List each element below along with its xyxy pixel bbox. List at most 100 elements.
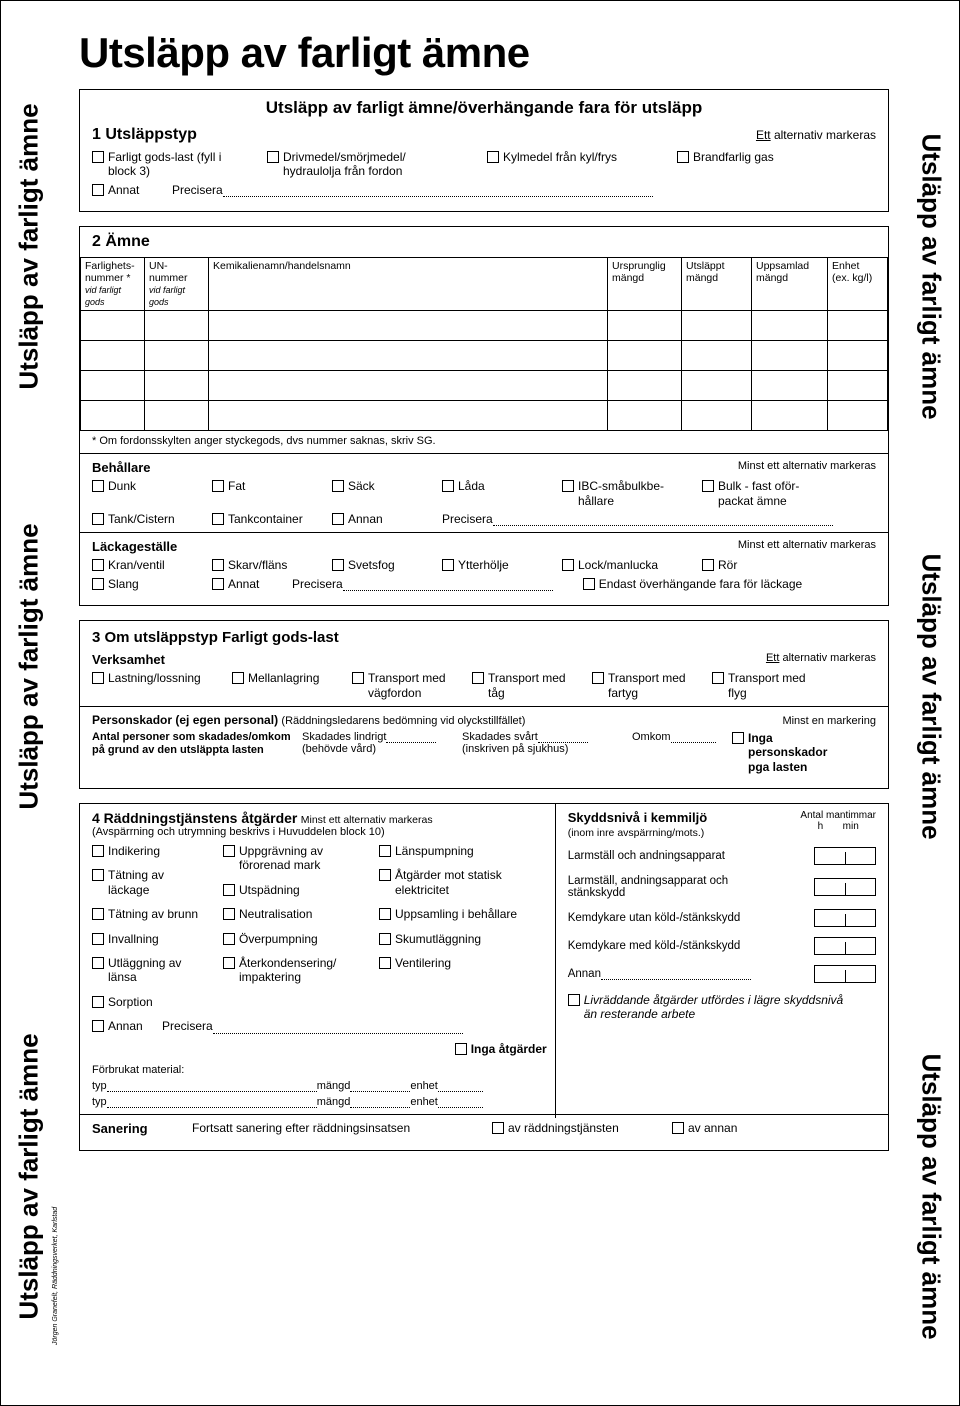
l: typ bbox=[92, 1096, 107, 1108]
col-header: Enhet (ex. kg/l) bbox=[828, 258, 888, 311]
checkbox[interactable] bbox=[732, 732, 744, 744]
checkbox[interactable] bbox=[223, 845, 235, 857]
col-header: UN- nummervid farligt gods bbox=[145, 258, 209, 311]
checkbox[interactable] bbox=[92, 908, 104, 920]
checkbox[interactable] bbox=[212, 578, 224, 590]
checkbox[interactable] bbox=[212, 513, 224, 525]
checkbox[interactable] bbox=[223, 908, 235, 920]
col-header: Utsläppt mängd bbox=[682, 258, 752, 311]
table-row[interactable] bbox=[81, 371, 888, 401]
checkbox[interactable] bbox=[702, 559, 714, 571]
opt-label: Drivmedel/smörjmedel/ hydraulolja från f… bbox=[283, 150, 463, 179]
checkbox[interactable] bbox=[379, 869, 391, 881]
checkbox[interactable] bbox=[92, 480, 104, 492]
checkbox[interactable] bbox=[223, 933, 235, 945]
checkbox[interactable] bbox=[442, 559, 454, 571]
fill-line[interactable] bbox=[493, 515, 833, 526]
checkbox[interactable] bbox=[562, 559, 574, 571]
checkbox[interactable] bbox=[379, 845, 391, 857]
checkbox[interactable] bbox=[712, 672, 724, 684]
checkbox[interactable] bbox=[223, 884, 235, 896]
checkbox[interactable] bbox=[492, 1122, 504, 1134]
checkbox[interactable] bbox=[583, 578, 595, 590]
fill-line[interactable] bbox=[107, 1081, 317, 1092]
checkbox[interactable] bbox=[472, 672, 484, 684]
checkbox[interactable] bbox=[568, 994, 580, 1006]
checkbox[interactable] bbox=[92, 184, 104, 196]
checkbox[interactable] bbox=[92, 513, 104, 525]
fill-line[interactable] bbox=[350, 1081, 410, 1092]
fill-line[interactable] bbox=[601, 969, 751, 980]
table-row[interactable] bbox=[81, 341, 888, 371]
checkbox[interactable] bbox=[92, 996, 104, 1008]
checkbox[interactable] bbox=[442, 480, 454, 492]
fill-line[interactable] bbox=[671, 732, 716, 743]
time-input[interactable] bbox=[814, 937, 876, 955]
checkbox[interactable] bbox=[212, 480, 224, 492]
h: Uppsamlad mängd bbox=[756, 260, 809, 284]
verksamhet-heading: Verksamhet Ett alternativ markeras bbox=[92, 652, 876, 667]
checkbox[interactable] bbox=[379, 933, 391, 945]
checkbox[interactable] bbox=[672, 1122, 684, 1134]
checkbox[interactable] bbox=[379, 957, 391, 969]
time-input[interactable] bbox=[814, 847, 876, 865]
checkbox[interactable] bbox=[92, 559, 104, 571]
fill-line[interactable] bbox=[343, 580, 553, 591]
checkbox[interactable] bbox=[332, 480, 344, 492]
fill-line[interactable] bbox=[438, 1081, 483, 1092]
checkbox[interactable] bbox=[455, 1043, 467, 1055]
fill-line[interactable] bbox=[538, 732, 588, 743]
inga-atgarder: Inga åtgärder bbox=[92, 1042, 547, 1056]
opt-label: Fat bbox=[228, 479, 245, 493]
fill-line[interactable] bbox=[350, 1097, 410, 1108]
checkbox[interactable] bbox=[332, 559, 344, 571]
fill-line[interactable] bbox=[438, 1097, 483, 1108]
block4-heading-row: 4 Räddningstjänstens åtgärder Minst ett … bbox=[92, 810, 547, 826]
time-input[interactable] bbox=[814, 965, 876, 983]
checkbox[interactable] bbox=[677, 151, 689, 163]
checkbox[interactable] bbox=[379, 908, 391, 920]
checkbox[interactable] bbox=[92, 578, 104, 590]
checkbox[interactable] bbox=[212, 559, 224, 571]
opt-label: Rör bbox=[718, 558, 737, 572]
skydd-row-annan: Annan bbox=[568, 965, 876, 983]
table-row[interactable] bbox=[81, 401, 888, 431]
checkbox[interactable] bbox=[92, 933, 104, 945]
checkbox[interactable] bbox=[267, 151, 279, 163]
l: Åtgärder mot statisk elektricitet bbox=[395, 868, 525, 897]
table-row[interactable] bbox=[81, 311, 888, 341]
opt-label: Ytterhölje bbox=[458, 558, 509, 572]
fill-line[interactable] bbox=[386, 732, 436, 743]
block1-banner: Utsläpp av farligt ämne/överhängande far… bbox=[92, 96, 876, 124]
fill-line[interactable] bbox=[223, 186, 653, 197]
time-input[interactable] bbox=[814, 878, 876, 896]
time-input[interactable] bbox=[814, 909, 876, 927]
checkbox[interactable] bbox=[92, 672, 104, 684]
sub: vid farligt gods bbox=[85, 285, 121, 307]
opt-label: Dunk bbox=[108, 479, 136, 493]
fill-line[interactable] bbox=[213, 1023, 463, 1034]
checkbox[interactable] bbox=[562, 480, 574, 492]
side-label: Utsläpp av farligt ämne bbox=[915, 1053, 946, 1339]
h: Skyddsnivå i kemmiljö bbox=[568, 810, 707, 825]
checkbox[interactable] bbox=[92, 151, 104, 163]
verksamhet-row: Lastning/lossning Mellanlagring Transpor… bbox=[92, 671, 876, 700]
checkbox[interactable] bbox=[92, 957, 104, 969]
checkbox[interactable] bbox=[487, 151, 499, 163]
checkbox[interactable] bbox=[223, 957, 235, 969]
l: Sorption bbox=[108, 995, 208, 1009]
checkbox[interactable] bbox=[702, 480, 714, 492]
fill-line[interactable] bbox=[107, 1097, 317, 1108]
block4-subline: (Avspärrning och utrymning beskrivs i Hu… bbox=[92, 826, 547, 838]
checkbox[interactable] bbox=[592, 672, 604, 684]
checkbox[interactable] bbox=[332, 513, 344, 525]
ps-heading: Personskador (ej egen personal) (Räddnin… bbox=[92, 713, 525, 727]
checkbox[interactable] bbox=[352, 672, 364, 684]
checkbox[interactable] bbox=[92, 845, 104, 857]
l: Uppgrävning av förorenad mark bbox=[239, 844, 359, 873]
checkbox[interactable] bbox=[92, 869, 104, 881]
checkbox[interactable] bbox=[92, 1020, 104, 1032]
checkbox[interactable] bbox=[232, 672, 244, 684]
l: Tätning av läckage bbox=[108, 868, 208, 897]
col-header: Uppsamlad mängd bbox=[752, 258, 828, 311]
